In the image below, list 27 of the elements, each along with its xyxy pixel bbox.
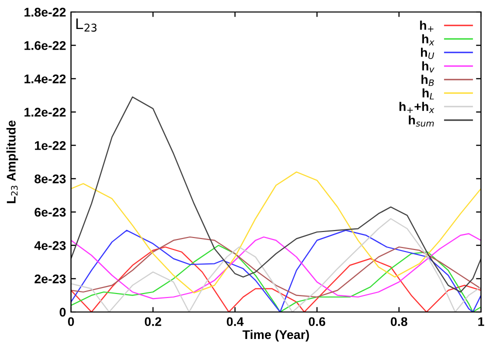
x-axis-title: Time (Year) [242,330,309,342]
y-tick-label: 1.2e-22 [24,108,66,117]
x-tick-label: 1 [478,317,484,326]
y-tick-label: 1.4e-22 [24,74,66,84]
x-tick-label: 0.6 [308,317,326,326]
legend-label: h$_{sum}$ [408,115,434,127]
x-tick-label: 0 [68,317,74,326]
y-tick-label: 2e-23 [34,274,66,284]
x-tick-label: 0.8 [390,317,408,326]
chart-title: L$_{23}$ [76,18,96,32]
legend-label: h$_{+}$ [420,20,434,32]
legend-label: h$_{L}$ [422,88,434,100]
legend-label: h$_{v}$ [422,61,434,72]
legend-label: h$_{+}$+h$_{x}$ [400,102,434,113]
y-tick-label: 8e-23 [34,174,66,184]
y-tick-label: 6e-23 [34,208,66,217]
y-tick-label: 1.8e-22 [24,8,66,17]
y-tick-label: 1e-22 [34,141,66,150]
y-tick-label: 1.6e-22 [24,41,66,50]
x-tick-label: 0.4 [226,317,244,326]
x-tick-label: 0.2 [144,317,162,326]
y-tick-label: 4e-23 [34,241,66,250]
legend-label: h$_{U}$ [421,48,434,59]
legend-label: h$_{x}$ [422,34,434,46]
y-tick-label: 0 [60,308,66,317]
legend-label: h$_{B}$ [422,74,434,86]
y-axis-title: L$_{23}$ Amplitude [6,120,18,204]
